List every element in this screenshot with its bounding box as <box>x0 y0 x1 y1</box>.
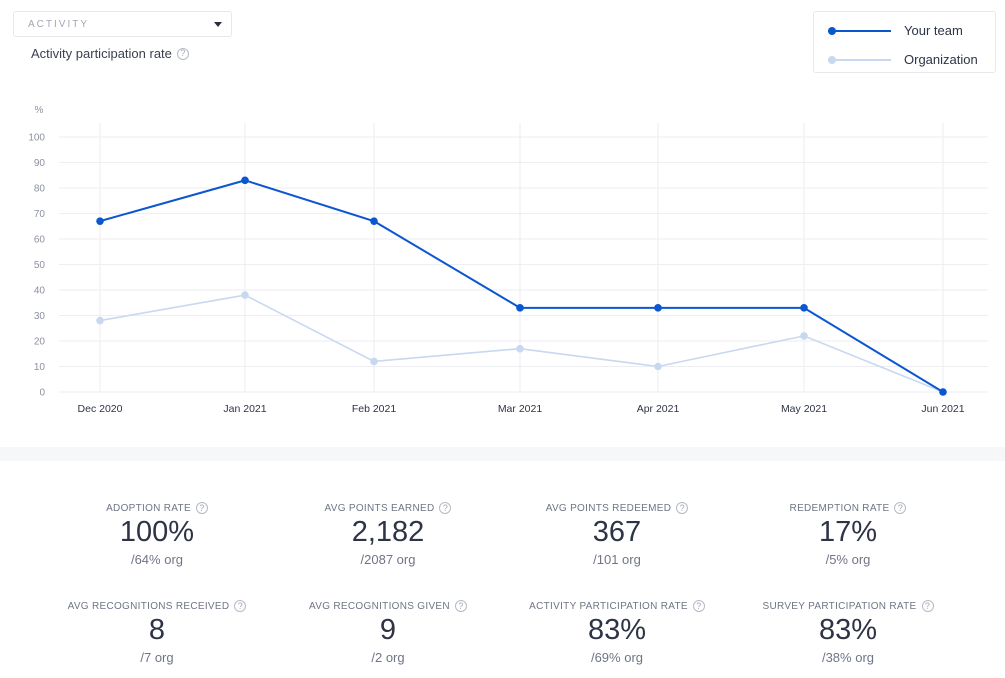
data-point-organization <box>96 316 104 325</box>
legend-swatch-your-team <box>828 26 891 36</box>
caret-down-icon <box>214 22 222 27</box>
stat-value: 367 <box>592 516 642 548</box>
x-tick-label: Feb 2021 <box>352 403 397 415</box>
stat-label-text: REDEMPTION RATE <box>789 502 890 514</box>
stat-label: SURVEY PARTICIPATION RATE? <box>728 600 968 612</box>
stat-card-avg-points-redeemed: AVG POINTS REDEEMED? 367/101 org <box>497 502 737 567</box>
data-point-your-team <box>516 304 524 312</box>
stat-value: 17% <box>818 516 878 548</box>
y-tick-label: 70 <box>34 209 46 220</box>
question-mark-icon[interactable]: ? <box>176 47 189 60</box>
question-mark-icon[interactable]: ? <box>439 502 452 514</box>
legend-label-organization: Organization <box>904 52 978 67</box>
stat-label: AVG POINTS REDEEMED? <box>497 502 737 514</box>
data-point-your-team <box>96 217 104 225</box>
data-point-organization <box>370 357 378 366</box>
stat-card-avg-recognitions-received: AVG RECOGNITIONS RECEIVED? 8/7 org <box>37 600 277 665</box>
stat-label: ADOPTION RATE? <box>37 502 277 514</box>
stat-value: 9 <box>379 614 397 646</box>
y-tick-label: 60 <box>34 235 46 246</box>
stat-value: 2,182 <box>351 516 425 548</box>
stat-card-survey-participation-rate: SURVEY PARTICIPATION RATE? 83% /38% org <box>728 600 968 665</box>
stat-label: AVG RECOGNITIONS GIVEN? <box>268 600 508 612</box>
stat-org-comparison: /7 org <box>140 650 174 665</box>
data-point-organization <box>654 362 662 371</box>
y-tick-label: 50 <box>34 260 46 271</box>
stat-value: 83% <box>587 614 647 646</box>
data-point-your-team <box>241 176 249 185</box>
stat-label: ACTIVITY PARTICIPATION RATE? <box>497 600 737 612</box>
stat-label-text: SURVEY PARTICIPATION RATE <box>762 600 917 612</box>
data-point-your-team <box>370 217 378 225</box>
section-divider <box>0 447 1005 461</box>
chart-title-text: Activity participation rate <box>31 46 172 61</box>
activity-dropdown-label: ACTIVITY <box>28 19 90 30</box>
data-point-organization <box>800 332 808 340</box>
stat-org-comparison: /38% org <box>821 650 875 665</box>
stat-value: 100% <box>119 516 195 548</box>
stat-card-activity-participation-rate: ACTIVITY PARTICIPATION RATE? 83% /69% org <box>497 600 737 665</box>
legend-item-organization[interactable]: Organization <box>828 52 978 67</box>
stat-org-comparison: /2087 org <box>360 552 416 567</box>
question-mark-icon[interactable]: ? <box>234 600 247 612</box>
stat-label: REDEMPTION RATE? <box>728 502 968 514</box>
data-point-your-team <box>939 388 947 396</box>
y-tick-label: 40 <box>34 286 46 297</box>
data-point-organization <box>516 344 524 353</box>
stat-card-adoption-rate: ADOPTION RATE? 100%/64% org <box>37 502 277 567</box>
question-mark-icon[interactable]: ? <box>894 502 907 514</box>
stat-org-comparison: /64% org <box>130 552 184 567</box>
y-tick-label: 90 <box>34 158 46 169</box>
legend-item-your-team[interactable]: Your team <box>828 23 963 38</box>
chart-legend: Your team Organization <box>813 11 996 73</box>
data-point-organization <box>241 291 249 299</box>
x-tick-label: Jun 2021 <box>921 403 964 415</box>
activity-dropdown[interactable]: ACTIVITY <box>13 11 232 37</box>
stat-org-comparison: /2 org <box>371 650 405 665</box>
y-tick-label: 100 <box>28 133 45 144</box>
legend-label-your-team: Your team <box>904 23 963 38</box>
legend-swatch-organization <box>828 55 891 65</box>
stat-label-text: AVG RECOGNITIONS GIVEN <box>309 600 450 612</box>
stat-label-text: ADOPTION RATE <box>106 502 191 514</box>
stat-label-text: AVG RECOGNITIONS RECEIVED <box>67 600 230 612</box>
chart-title: Activity participation rate ? <box>31 46 189 61</box>
series-line-your-team <box>99 179 944 393</box>
stat-label: AVG POINTS EARNED? <box>268 502 508 514</box>
stat-label-text: AVG POINTS EARNED <box>324 502 435 514</box>
stat-card-redemption-rate: REDEMPTION RATE? 17% /5% org <box>728 502 968 567</box>
line-chart: % 0 10 20 30 40 50 60 70 80 90 100 Dec 2020 Jan 2021 F… <box>28 105 988 415</box>
y-axis-label: % <box>35 105 44 116</box>
question-mark-icon[interactable]: ? <box>921 600 934 612</box>
stat-org-comparison: /5% org <box>825 552 871 567</box>
y-tick-label: 0 <box>39 388 45 399</box>
y-tick-label: 30 <box>34 311 46 322</box>
stat-card-avg-points-earned: AVG POINTS EARNED? 2,182/2087 org <box>268 502 508 567</box>
stat-label-text: ACTIVITY PARTICIPATION RATE <box>529 600 688 612</box>
stat-card-avg-recognitions-given: AVG RECOGNITIONS GIVEN? 9/2 org <box>268 600 508 665</box>
stat-label-text: AVG POINTS REDEEMED <box>545 502 672 514</box>
x-tick-label: Apr 2021 <box>637 403 680 415</box>
stat-value: 83% <box>818 614 878 646</box>
x-tick-label: Mar 2021 <box>498 403 543 415</box>
stat-org-comparison: /101 org <box>593 552 641 567</box>
x-tick-label: Jan 2021 <box>223 403 266 415</box>
question-mark-icon[interactable]: ? <box>195 502 208 514</box>
y-tick-label: 10 <box>34 362 46 373</box>
x-tick-label: Dec 2020 <box>78 403 123 415</box>
stat-org-comparison: /69% org <box>590 650 644 665</box>
y-tick-label: 80 <box>34 184 46 195</box>
question-mark-icon[interactable]: ? <box>692 600 705 612</box>
data-point-your-team <box>800 304 808 312</box>
question-mark-icon[interactable]: ? <box>454 600 467 612</box>
question-mark-icon[interactable]: ? <box>676 502 689 514</box>
stat-value: 8 <box>148 614 166 646</box>
data-point-your-team <box>654 304 662 312</box>
stat-label: AVG RECOGNITIONS RECEIVED? <box>37 600 277 612</box>
x-tick-label: May 2021 <box>781 403 827 415</box>
y-tick-label: 20 <box>34 337 46 348</box>
